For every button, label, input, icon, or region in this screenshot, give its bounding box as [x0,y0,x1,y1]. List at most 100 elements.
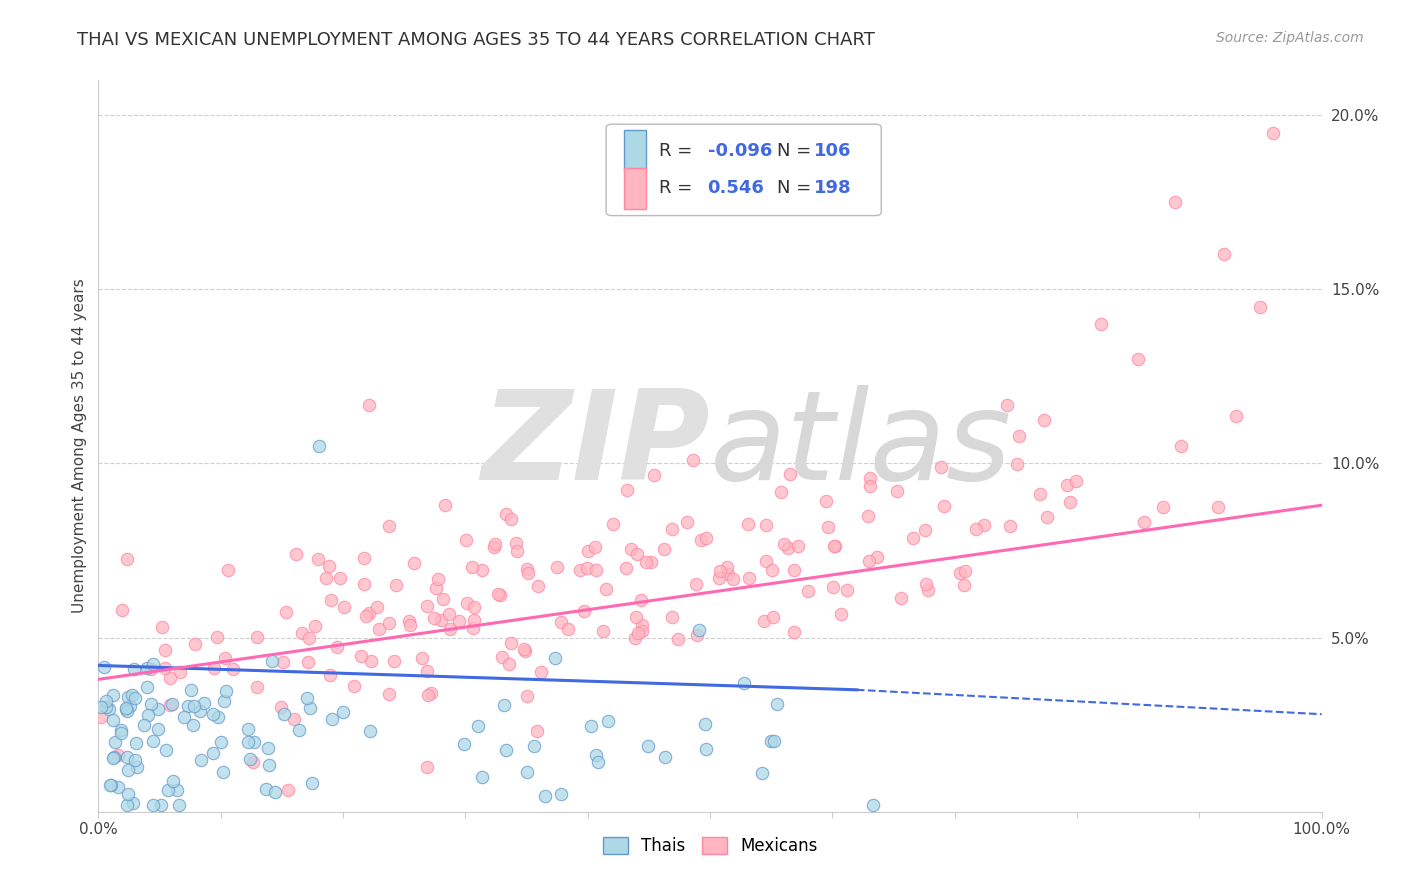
Point [273,707,295,722]
Point [94,700,117,714]
Point [1212,247,1234,261]
Point [815,494,838,508]
Point [682,453,704,467]
Point [205,630,228,644]
Point [787,539,810,553]
Point [823,539,845,553]
Point [995,398,1018,412]
Point [1035,510,1057,524]
Point [110,723,132,738]
Point [661,522,683,536]
Point [214,651,236,665]
Point [242,755,264,769]
Point [270,700,292,714]
Point [579,719,602,733]
Point [117,764,139,778]
Text: ZIP: ZIP [481,385,710,507]
Point [107,780,129,794]
Point [264,785,287,799]
Point [411,650,433,665]
Point [426,572,449,586]
Point [973,518,995,533]
Point [550,787,572,801]
Point [516,561,538,575]
Point [516,689,538,703]
Point [586,755,609,769]
Point [246,630,269,644]
Point [1225,409,1247,424]
Point [512,641,534,656]
Point [125,760,148,774]
Point [418,688,440,702]
Point [350,649,373,664]
Point [676,515,699,529]
Point [152,620,174,634]
Point [377,616,399,631]
Point [544,651,567,665]
Point [382,654,405,668]
Point [415,664,437,678]
Point [315,571,337,585]
Point [755,554,778,568]
Point [260,654,283,668]
Point [688,623,710,637]
Point [155,743,177,757]
Point [98,702,121,716]
Point [367,622,389,636]
Point [433,499,456,513]
Point [120,699,142,714]
Point [1064,474,1087,488]
Point [107,747,129,762]
Point [550,615,572,630]
Point [953,564,976,578]
Point [858,554,880,568]
Point [136,707,159,722]
Point [716,560,738,574]
Point [471,563,494,577]
Point [998,519,1021,533]
Y-axis label: Unemployment Among Ages 35 to 44 years: Unemployment Among Ages 35 to 44 years [72,278,87,614]
Point [162,773,184,788]
Point [690,533,713,548]
Point [246,680,269,694]
Point [526,723,548,738]
Point [236,735,259,749]
Point [661,610,683,624]
Point [1249,300,1271,314]
Point [505,535,527,549]
Point [915,577,938,591]
Point [167,797,190,812]
Point [527,579,550,593]
Point [1152,500,1174,514]
Point [153,643,176,657]
Point [257,741,280,756]
Point [623,631,645,645]
Text: R =: R = [658,179,697,197]
Point [159,698,181,713]
Point [761,563,783,577]
Point [733,676,755,690]
Point [157,782,180,797]
Point [254,782,277,797]
Point [353,577,375,591]
Point [592,624,614,639]
Point [125,736,148,750]
Point [285,547,308,561]
Point [124,691,146,706]
Point [585,563,607,577]
Point [461,560,484,574]
Point [495,507,517,521]
Point [212,765,235,780]
Point [737,571,759,585]
Point [295,690,318,705]
Point [104,735,127,749]
Point [184,637,207,651]
Point [523,739,546,754]
Point [627,626,650,640]
Point [772,537,794,551]
Point [121,688,143,702]
Point [274,606,297,620]
Point [160,698,183,712]
Point [723,572,745,586]
Point [492,698,515,713]
